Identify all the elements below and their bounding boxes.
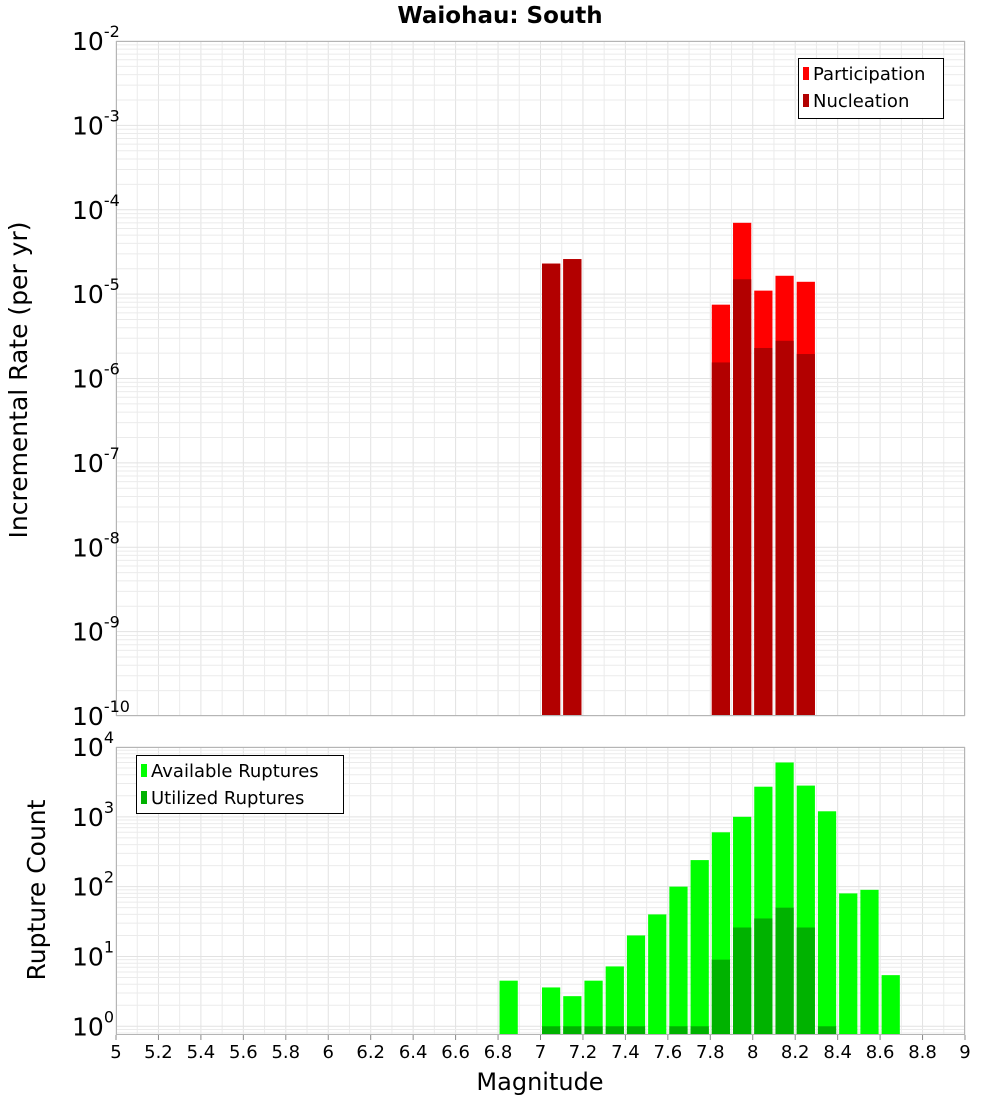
count-bar — [542, 987, 561, 1035]
rate-y-tick-label: 10-9 — [72, 613, 120, 647]
rate-legend-label: Nucleation — [813, 91, 909, 112]
count-bar — [775, 907, 794, 1035]
x-tick-label: 7.6 — [654, 1042, 683, 1063]
rate-y-tick-label: 10-3 — [72, 106, 120, 140]
rate-bar — [711, 362, 731, 716]
count-bar — [648, 914, 667, 1035]
count-bar — [817, 811, 837, 1035]
x-tick-label: 9 — [959, 1042, 970, 1063]
rate-y-axis-label: Incremental Rate (per yr) — [4, 222, 33, 539]
count-bar — [605, 966, 624, 1035]
x-tick-label: 5.2 — [144, 1042, 173, 1063]
x-axis-label: Magnitude — [476, 1068, 603, 1096]
count-y-tick-label: 100 — [72, 1007, 114, 1041]
count-bar — [669, 886, 688, 1035]
count-y-tick-label: 102 — [72, 868, 114, 902]
x-tick-label: 7.8 — [696, 1042, 725, 1063]
rate-bar — [563, 259, 582, 716]
count-legend: Available Ruptures Utilized Ruptures — [136, 755, 344, 814]
x-tick-label: 8.6 — [866, 1042, 895, 1063]
x-tick-label: 5.8 — [271, 1042, 300, 1063]
count-bar — [690, 1026, 709, 1035]
rate-y-tick-label: 10-6 — [72, 360, 120, 394]
rate-legend-label: Participation — [813, 64, 925, 85]
rate-bar — [754, 347, 773, 716]
count-bar — [711, 959, 731, 1035]
rate-legend-swatch — [803, 67, 809, 80]
count-bar — [626, 935, 646, 1035]
count-bar — [669, 1026, 688, 1035]
x-tick-label: 7.2 — [569, 1042, 598, 1063]
rate-legend-box — [798, 58, 944, 119]
count-legend-swatch — [141, 791, 147, 804]
rate-y-tick-label: 10-7 — [72, 444, 120, 478]
count-plot: 100 101 102 103 104 Available Ruptures Utilize… — [72, 728, 966, 1041]
rate-y-tick-label: 10-4 — [72, 191, 120, 225]
count-legend-swatch — [141, 764, 147, 777]
x-tick-label: 6.2 — [356, 1042, 385, 1063]
x-axis: 5 5.2 5.4 5.6 5.8 6 6.2 6.4 6.6 6.8 7 7.2 7.4 7.6 7.8 8… — [110, 1035, 971, 1063]
count-bar — [733, 927, 752, 1035]
count-y-tick-label: 104 — [72, 728, 114, 762]
chart-title: Waiohau: South — [397, 3, 602, 29]
count-bar — [584, 980, 603, 1035]
count-y-tick-label: 103 — [72, 798, 114, 832]
rate-bar — [733, 279, 752, 716]
x-tick-label: 5.4 — [187, 1042, 216, 1063]
count-bar — [499, 980, 518, 1035]
count-bar — [584, 1026, 603, 1035]
rate-y-ticks: 10-10 10-9 10-8 10-7 10-6 10-5 10-4 10-3 10-2 — [72, 22, 130, 731]
x-tick-label: 6 — [323, 1042, 334, 1063]
count-legend-label: Utilized Ruptures — [151, 788, 304, 809]
count-y-axis-label: Rupture Count — [22, 799, 51, 980]
x-tick-label: 7 — [535, 1042, 546, 1063]
count-bar — [690, 860, 709, 1035]
rate-plot-frame — [116, 41, 965, 716]
rate-plot: 10-10 10-9 10-8 10-7 10-6 10-5 10-4 10-3 10-2 Par… — [72, 22, 966, 731]
count-bar — [542, 1026, 561, 1035]
x-tick-label: 5 — [110, 1042, 121, 1063]
x-tick-label: 6.6 — [441, 1042, 470, 1063]
count-plot-frame — [116, 747, 965, 1035]
rate-y-tick-label: 10-8 — [72, 528, 120, 562]
rate-bar — [796, 354, 815, 716]
x-tick-label: 8.2 — [781, 1042, 810, 1063]
count-bar — [563, 1026, 582, 1035]
rate-legend: Participation Nucleation — [798, 58, 944, 119]
x-tick-label: 8.8 — [908, 1042, 937, 1063]
count-bar — [626, 1026, 646, 1035]
x-tick-label: 7.4 — [611, 1042, 640, 1063]
count-bar — [605, 1026, 624, 1035]
rate-bar — [542, 263, 561, 716]
rate-y-tick-label: 10-10 — [72, 697, 130, 731]
rate-y-tick-label: 10-2 — [72, 22, 120, 56]
count-bar — [860, 889, 879, 1035]
count-bar — [563, 996, 582, 1035]
x-tick-label: 5.6 — [229, 1042, 258, 1063]
rate-y-tick-label: 10-5 — [72, 275, 120, 309]
count-series-utilized-ruptures — [542, 907, 837, 1035]
count-legend-box — [136, 755, 344, 814]
rate-series-nucleation — [542, 259, 815, 716]
count-bar — [881, 975, 900, 1035]
count-bar — [817, 1026, 837, 1035]
count-vertical-gridlines — [115, 747, 966, 1035]
count-bar — [754, 918, 773, 1035]
x-tick-label: 6.8 — [484, 1042, 513, 1063]
x-tick-label: 8 — [747, 1042, 758, 1063]
count-legend-label: Available Ruptures — [151, 761, 319, 782]
count-y-ticks: 100 101 102 103 104 — [72, 728, 114, 1041]
count-bar — [796, 927, 815, 1035]
rate-legend-swatch — [803, 94, 809, 107]
rate-bar — [775, 340, 794, 716]
count-y-tick-label: 101 — [72, 937, 114, 971]
x-tick-label: 6.4 — [399, 1042, 428, 1063]
count-bar — [839, 893, 858, 1035]
x-tick-label: 8.4 — [823, 1042, 852, 1063]
